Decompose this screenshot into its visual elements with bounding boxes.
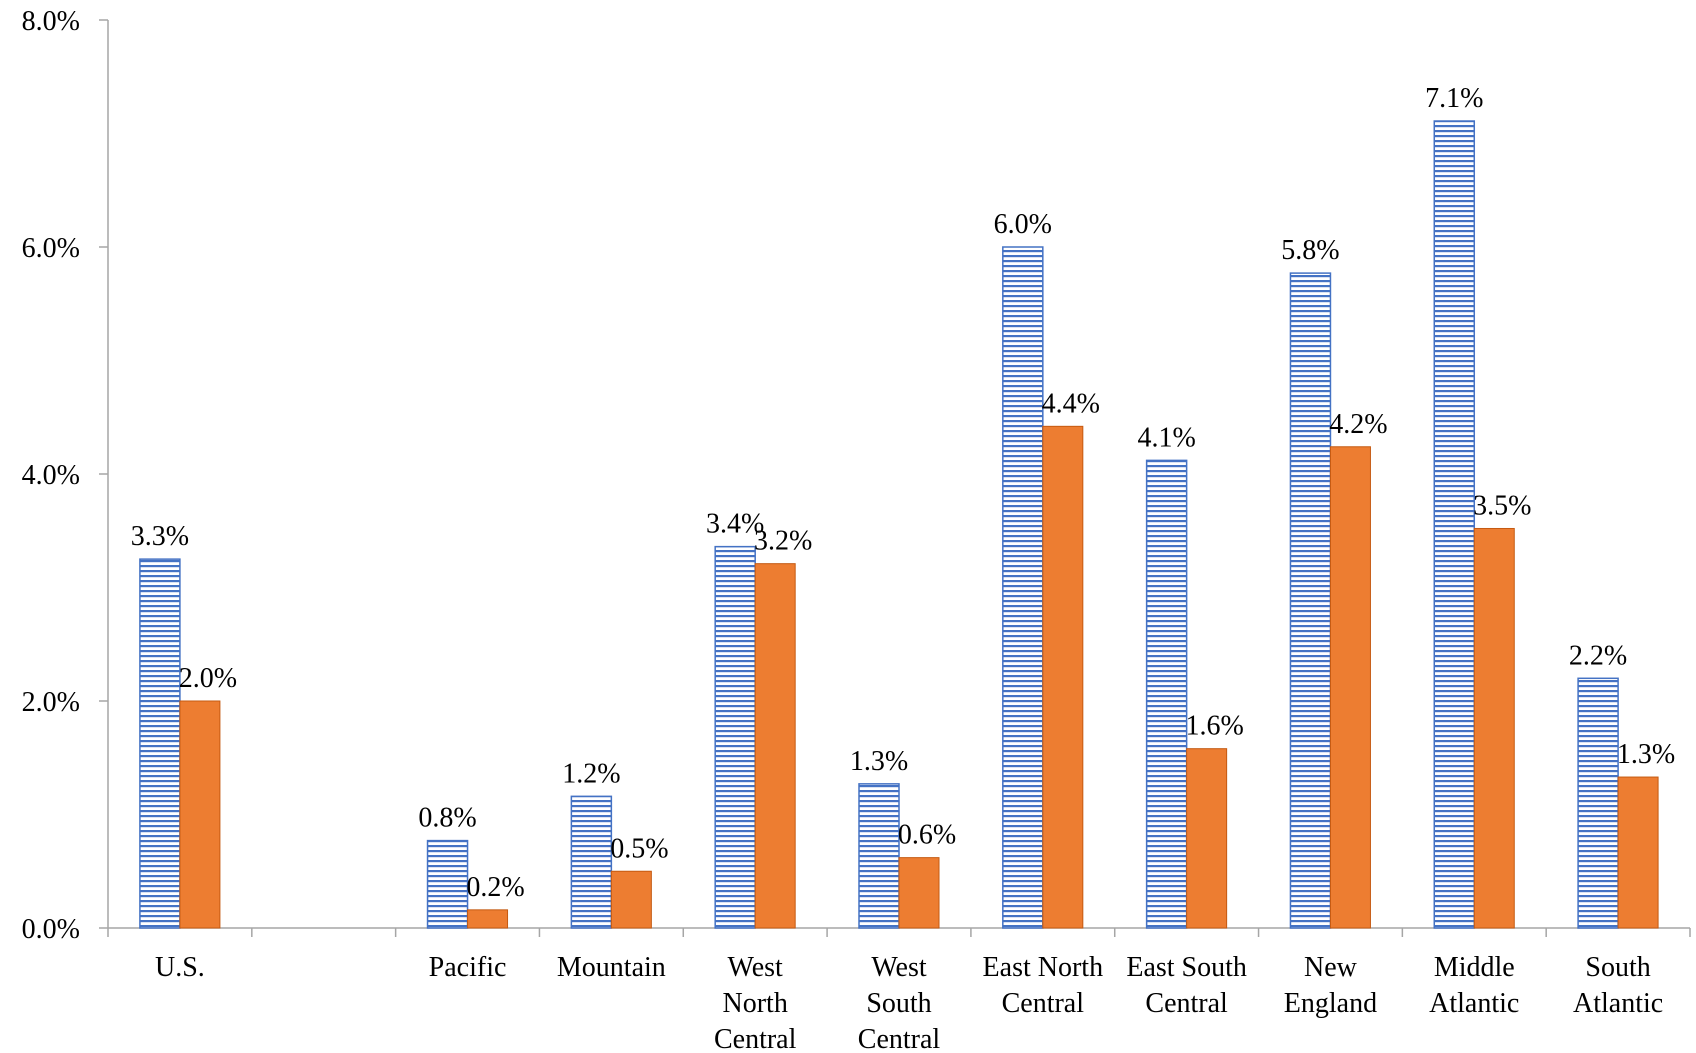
data-label: 7.1% — [1425, 83, 1483, 114]
bar-series-2 — [179, 700, 221, 929]
bar-series-1 — [858, 783, 900, 929]
y-tick-label: 2.0% — [22, 687, 80, 718]
data-label: 2.2% — [1569, 640, 1627, 671]
bar-series-2 — [610, 870, 652, 929]
bar-series-2 — [754, 563, 796, 929]
data-label: 2.0% — [179, 663, 237, 694]
bar-series-1 — [1145, 459, 1188, 929]
y-tick-label: 6.0% — [22, 233, 80, 264]
x-category-label: East South — [1126, 952, 1247, 983]
bars — [139, 120, 1659, 929]
x-category-label: West — [728, 952, 784, 983]
x-category-label: Central — [858, 1024, 941, 1053]
data-label: 5.8% — [1281, 235, 1339, 266]
data-label: 1.3% — [850, 746, 908, 777]
x-category-label: U.S. — [155, 952, 205, 983]
x-category-label: South — [866, 988, 931, 1019]
data-label: 3.3% — [131, 521, 189, 552]
bar-series-2 — [1473, 527, 1515, 929]
bar-series-2 — [1329, 446, 1371, 929]
bar-series-1 — [426, 839, 469, 929]
data-label: 3.2% — [754, 526, 812, 557]
bar-series-1 — [1289, 272, 1332, 929]
data-label: 4.2% — [1329, 409, 1387, 440]
bar-series-1 — [714, 545, 756, 929]
x-category-label: England — [1284, 988, 1377, 1019]
bar-series-1 — [1577, 677, 1619, 929]
x-category-label: Central — [714, 1024, 797, 1053]
axes: 0.0% 2.0% 4.0% 6.0% 8.0% — [22, 6, 1691, 945]
data-label: 0.8% — [418, 803, 476, 834]
y-tick-label: 0.0% — [22, 914, 80, 945]
data-label: 0.6% — [898, 820, 956, 851]
x-category-label: Middle — [1434, 952, 1515, 983]
x-category-label: New — [1304, 952, 1358, 983]
y-tick-label: 4.0% — [22, 460, 80, 491]
x-category-label: Pacific — [429, 952, 507, 983]
x-category-label: Central — [1145, 988, 1228, 1019]
data-label: 3.5% — [1473, 490, 1531, 521]
bar-series-2 — [898, 857, 940, 929]
x-category-label: South — [1585, 952, 1650, 983]
data-label: 4.4% — [1042, 388, 1100, 419]
data-label: 1.6% — [1185, 711, 1243, 742]
x-category-label: Mountain — [557, 952, 666, 983]
bar-series-2 — [467, 909, 509, 929]
data-label: 1.2% — [562, 758, 620, 789]
bar-series-1 — [570, 795, 613, 929]
data-label: 0.5% — [610, 833, 668, 864]
x-category-label: West — [871, 952, 927, 983]
x-category-label: East North — [983, 952, 1104, 983]
bar-series-2 — [1617, 776, 1659, 929]
data-label: 1.3% — [1617, 739, 1675, 770]
data-label: 4.1% — [1137, 422, 1195, 453]
x-category-label: Atlantic — [1573, 988, 1663, 1019]
y-tick-label: 8.0% — [22, 6, 80, 37]
bar-series-1 — [1433, 120, 1476, 929]
bar-series-1 — [1002, 246, 1044, 929]
bar-series-1 — [139, 558, 181, 929]
labels: U.S. Pacific Mountain West North Central West S… — [131, 83, 1676, 1053]
data-label: 6.0% — [994, 209, 1052, 240]
data-label: 0.2% — [466, 872, 524, 903]
bar-series-2 — [1186, 748, 1228, 929]
x-category-label: Atlantic — [1429, 988, 1519, 1019]
data-label: 3.4% — [706, 509, 764, 540]
x-category-label: North — [723, 988, 788, 1019]
x-category-label: Central — [1002, 988, 1085, 1019]
bar-series-2 — [1042, 425, 1084, 929]
